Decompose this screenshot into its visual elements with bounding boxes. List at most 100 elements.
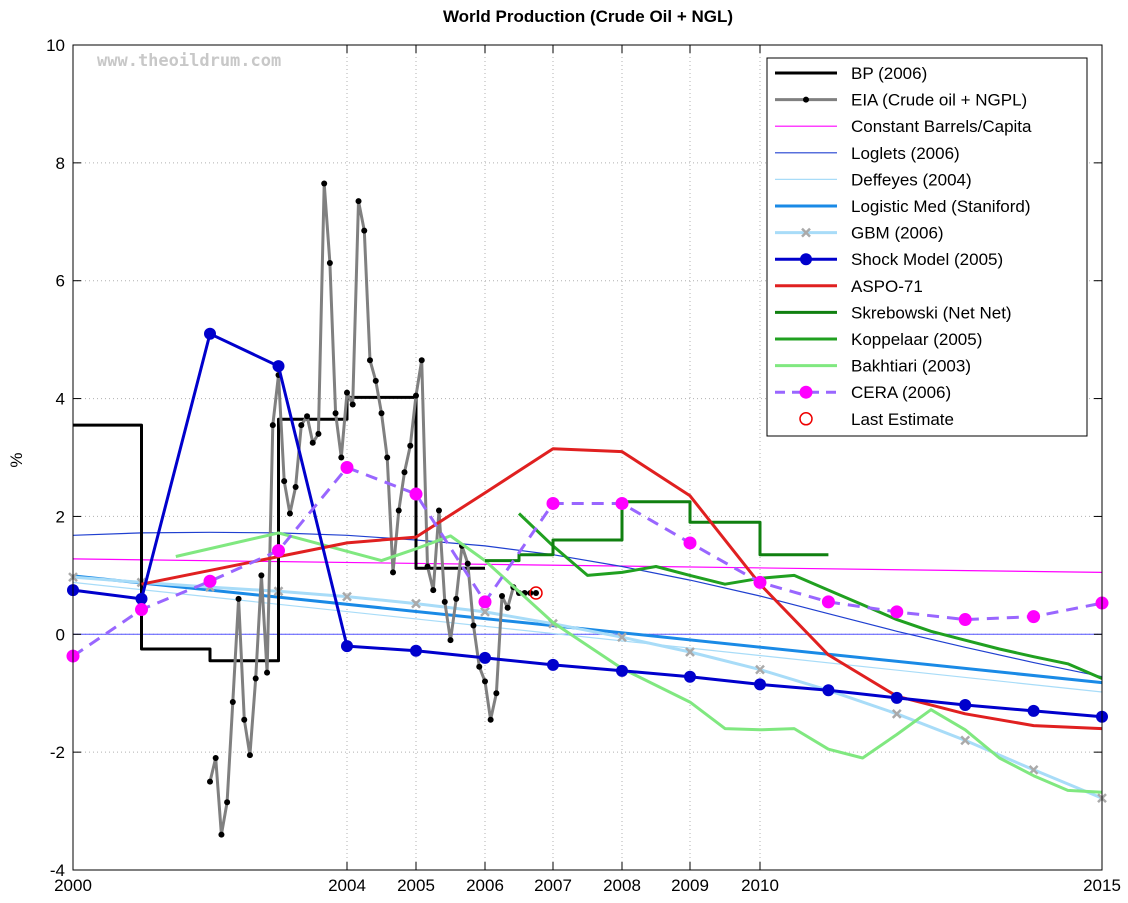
data-point: [546, 496, 560, 510]
data-point: [252, 675, 259, 682]
data-point: [890, 691, 903, 704]
legend-marker: [801, 227, 811, 238]
data-point: [453, 595, 460, 602]
data-point: [212, 755, 219, 762]
y-tick-label: 10: [46, 36, 65, 55]
series-last-estimate: [529, 586, 543, 600]
x-tick-label: 2009: [671, 876, 709, 895]
series-bakhtiari-2003: [175, 531, 1103, 794]
x-tick-label: 2015: [1083, 876, 1121, 895]
watermark: www.theoildrum.com: [97, 51, 281, 71]
data-point: [441, 598, 448, 605]
x-tick-label: 2004: [328, 876, 366, 895]
legend-label: Bakhtiari (2003): [851, 357, 971, 376]
data-point: [332, 410, 339, 417]
data-point: [203, 574, 217, 588]
last-estimate-marker: [529, 586, 543, 600]
data-point: [409, 487, 423, 501]
legend-item: Bakhtiari (2003): [775, 357, 971, 376]
data-point: [480, 607, 490, 617]
legend-item: EIA (Crude oil + NGPL): [775, 91, 1027, 110]
x-tick-label: 2005: [397, 876, 435, 895]
data-point: [292, 483, 299, 490]
legend-label: Deffeyes (2004): [851, 170, 972, 189]
legend-label: EIA (Crude oil + NGPL): [851, 91, 1027, 110]
data-point: [378, 410, 385, 417]
series-line: [72, 332, 1103, 719]
series-line: [208, 182, 536, 837]
series-line: [175, 531, 1103, 794]
data-point: [298, 422, 305, 429]
data-point: [390, 569, 397, 576]
legend-item: CERA (2006): [775, 383, 951, 402]
data-point: [241, 716, 248, 723]
data-point: [499, 592, 505, 599]
data-point: [616, 664, 628, 677]
y-tick-label: 2: [56, 507, 65, 526]
legend-item: Skrebowski (Net Net): [775, 303, 1012, 322]
series-line: [141, 447, 1103, 731]
data-point: [891, 708, 902, 719]
legend: BP (2006) EIA (Crude oil + NGPL) Constant …: [766, 57, 1088, 437]
data-point: [401, 469, 408, 476]
data-point: [685, 647, 695, 657]
legend-swatch: [799, 412, 813, 426]
y-tick-label: -2: [50, 743, 65, 762]
series-deffeyes-2004: [72, 581, 1103, 693]
legend-marker: [803, 96, 809, 103]
data-point: [407, 442, 414, 449]
legend-label: Logistic Med (Staniford): [851, 197, 1031, 216]
data-point: [349, 401, 356, 408]
legend-item: Deffeyes (2004): [775, 170, 972, 189]
data-point: [372, 377, 379, 384]
legend-label: Skrebowski (Net Net): [851, 303, 1012, 322]
data-point: [361, 227, 368, 234]
data-point: [218, 831, 225, 838]
x-tick-label: 2006: [466, 876, 504, 895]
data-point: [264, 669, 271, 676]
legend-item: Logistic Med (Staniford): [775, 197, 1031, 216]
data-point: [286, 510, 293, 517]
series-cera-2006: [66, 461, 1109, 663]
series-line: [485, 500, 829, 563]
series-line: [72, 581, 1103, 693]
data-point: [504, 604, 511, 611]
series-line: [72, 558, 1103, 573]
data-point: [410, 644, 422, 657]
legend-label: Constant Barrels/Capita: [851, 117, 1032, 136]
legend-label: Loglets (2006): [851, 144, 960, 163]
y-tick-label: 4: [56, 390, 65, 409]
legend-label: Last Estimate: [851, 410, 954, 429]
axes-frame: [72, 44, 1103, 871]
x-tick-label: 2007: [534, 876, 572, 895]
legend-item: ASPO-71: [775, 277, 923, 296]
data-point: [821, 595, 835, 609]
data-point: [355, 198, 362, 205]
data-point: [959, 699, 972, 711]
legend-item: Constant Barrels/Capita: [775, 117, 1032, 136]
data-point: [326, 260, 333, 267]
data-point: [822, 684, 835, 697]
data-point: [487, 716, 494, 723]
y-tick-label: 8: [56, 154, 65, 173]
y-tick-label: 0: [56, 625, 65, 644]
plot-area: [66, 180, 1109, 838]
data-point: [258, 572, 265, 579]
legend-item: Loglets (2006): [775, 144, 960, 163]
data-point: [366, 357, 373, 364]
series-loglets-2006: [72, 531, 1103, 678]
data-point: [229, 699, 236, 706]
legend-item: BP (2006): [775, 64, 927, 83]
data-point: [960, 735, 971, 746]
series-line: [72, 531, 1103, 678]
data-point: [958, 613, 972, 627]
data-point: [615, 496, 629, 510]
data-point: [207, 778, 213, 785]
data-point: [1027, 704, 1040, 717]
data-point: [204, 327, 216, 340]
data-point: [478, 595, 492, 609]
axis-ticks: 2000 2004 2005 2006 2007 2008 2009 2010 2015-4-2…: [46, 36, 1121, 895]
data-point: [246, 752, 253, 759]
data-point: [135, 592, 148, 605]
